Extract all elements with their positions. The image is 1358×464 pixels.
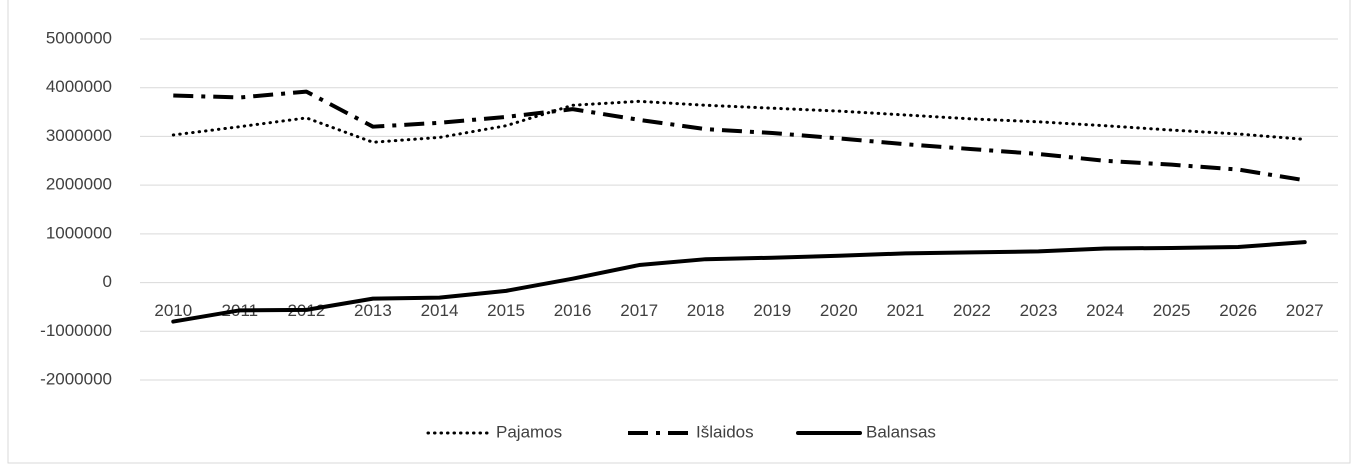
x-tick-label: 2025	[1153, 301, 1191, 320]
y-tick-label: 5000000	[46, 28, 112, 47]
series-line	[171, 240, 1307, 324]
x-tick-label: 2021	[886, 301, 924, 320]
x-tick-label: 2010	[154, 301, 192, 320]
x-tick-label: 2024	[1086, 301, 1124, 320]
x-tick-label: 2023	[1020, 301, 1058, 320]
y-tick-label: 2000000	[46, 175, 112, 194]
x-tick-label: 2027	[1286, 301, 1324, 320]
y-tick-label: 1000000	[46, 223, 112, 242]
y-tick-label: -1000000	[40, 321, 112, 340]
chart-frame	[7, 0, 1351, 464]
y-tick-label: 3000000	[46, 126, 112, 145]
x-tick-label: 2020	[820, 301, 858, 320]
x-tick-label: 2015	[487, 301, 525, 320]
y-tick-label: 0	[103, 272, 112, 291]
x-tick-label: 2026	[1219, 301, 1257, 320]
y-tick-label: -2000000	[40, 369, 112, 388]
legend-label: Balansas	[866, 422, 936, 441]
x-tick-label: 2013	[354, 301, 392, 320]
x-tick-label: 2014	[421, 301, 459, 320]
legend-label: Išlaidos	[696, 422, 754, 441]
series-line	[173, 89, 1306, 183]
legend-label: Pajamos	[496, 422, 562, 441]
x-tick-label: 2019	[753, 301, 791, 320]
x-tick-label: 2022	[953, 301, 991, 320]
x-tick-label: 2016	[554, 301, 592, 320]
y-tick-label: 4000000	[46, 77, 112, 96]
x-tick-label: 2017	[620, 301, 658, 320]
x-tick-label: 2018	[687, 301, 725, 320]
